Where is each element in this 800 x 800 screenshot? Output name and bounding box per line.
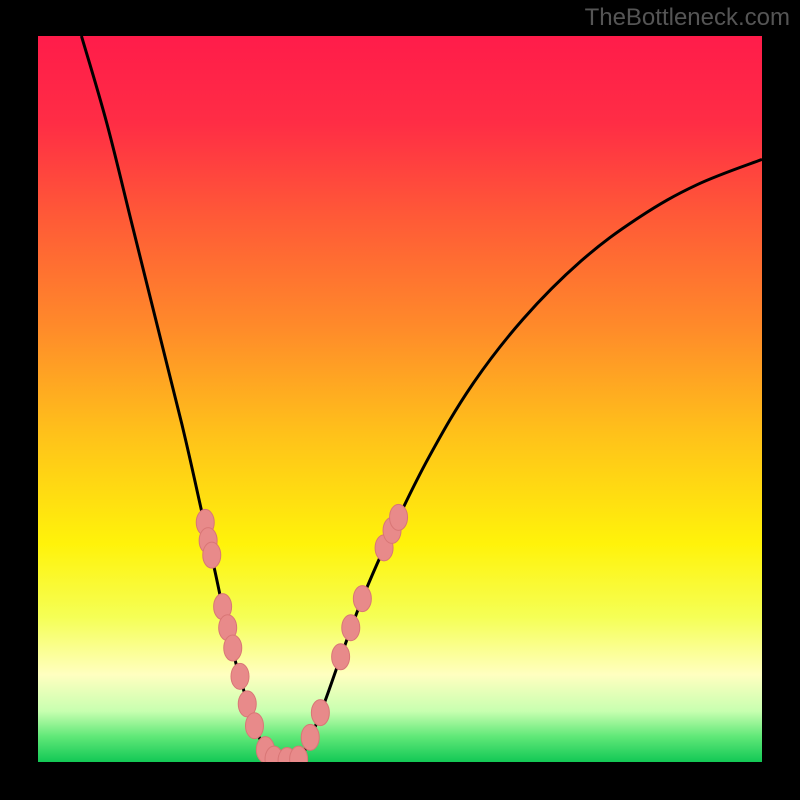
data-marker <box>390 504 408 530</box>
data-marker <box>311 700 329 726</box>
data-marker <box>353 586 371 612</box>
data-marker <box>203 542 221 568</box>
data-marker <box>245 713 263 739</box>
data-marker <box>342 615 360 641</box>
data-marker <box>332 644 350 670</box>
data-marker <box>301 724 319 750</box>
watermark-label: TheBottleneck.com <box>585 4 790 32</box>
plot-background <box>38 36 762 762</box>
chart-stage: TheBottleneck.com <box>0 0 800 800</box>
bottleneck-chart-svg <box>0 0 800 800</box>
data-marker <box>224 635 242 661</box>
data-marker <box>231 663 249 689</box>
